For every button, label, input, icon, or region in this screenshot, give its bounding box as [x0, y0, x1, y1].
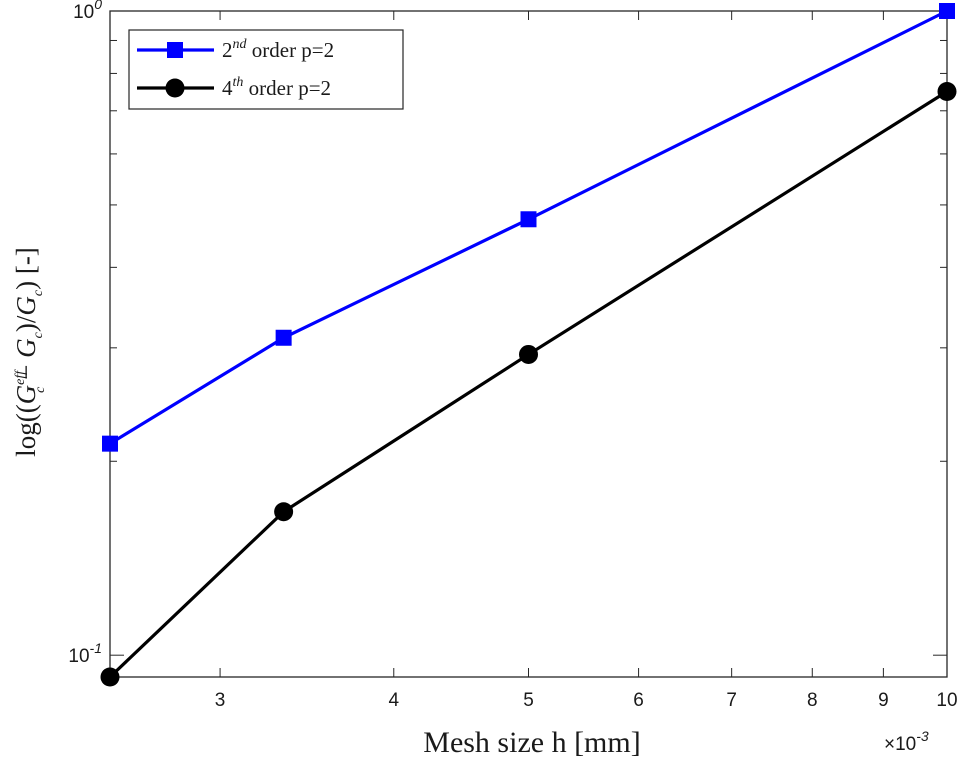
data-point-square: [275, 329, 292, 346]
x-tick-label: 7: [726, 690, 737, 711]
data-point-circle: [100, 667, 120, 687]
y-tick-label: 10-1: [68, 640, 102, 667]
x-tick-label: 9: [878, 690, 889, 711]
series-group: [100, 3, 957, 687]
x-tick-label: 3: [215, 690, 226, 711]
data-point-circle: [274, 502, 294, 522]
x-tick-label: 8: [807, 690, 818, 711]
x-tick-label: 5: [523, 690, 534, 711]
legend-marker-square: [167, 42, 183, 58]
legend: 2nd order p=2 4th order p=2: [128, 29, 404, 110]
data-point-square: [520, 211, 537, 228]
series-1: [102, 3, 955, 452]
y-axis-label: log((Geffc − Gc)/Gc) [-]: [11, 247, 48, 457]
axes-frame: [109, 10, 948, 678]
data-point-circle: [519, 344, 538, 364]
x-axis-ticks: 3 4 5 6 7 8 9 10: [215, 11, 958, 711]
x-axis-label: Mesh size h [mm]: [423, 726, 640, 759]
legend-label: 4th order p=2: [222, 75, 331, 100]
x-exponent-label: ×10-3: [884, 728, 929, 755]
legend-label: 2nd order p=2: [222, 37, 334, 62]
data-point-square: [102, 435, 118, 452]
series-2: [100, 81, 957, 687]
series-line: [108, 90, 948, 679]
x-tick-label: 6: [633, 690, 644, 711]
y-tick-label: 100: [73, 0, 102, 23]
data-point-circle: [937, 81, 957, 101]
legend-marker-circle: [165, 78, 185, 98]
x-tick-label: 4: [388, 690, 399, 711]
legend-entry-1: 2nd order p=2: [137, 37, 334, 62]
series-line: [109, 9, 948, 446]
legend-entry-2: 4th order p=2: [137, 75, 331, 100]
x-tick-label: 10: [936, 690, 957, 711]
axes-box: [109, 10, 948, 678]
data-point-square: [939, 3, 955, 19]
